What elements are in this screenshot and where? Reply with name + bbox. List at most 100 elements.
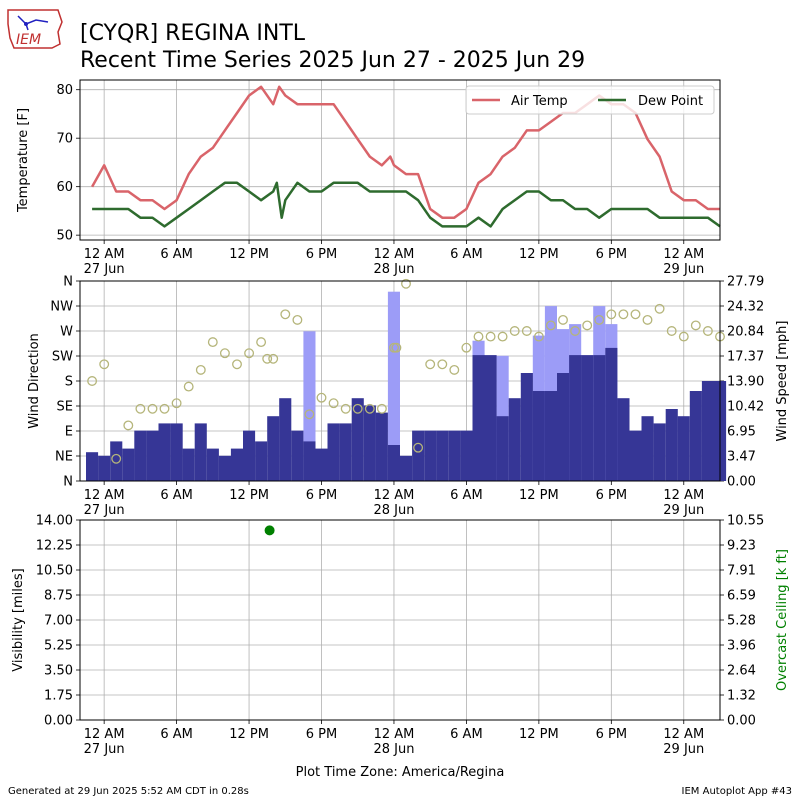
- dir-tick-label-7: NW: [50, 300, 73, 315]
- x-tick-label-3: 6 PM: [306, 488, 337, 503]
- speed-tick-label-2: 6.95: [727, 425, 756, 440]
- ceiling-tick-label-1: 1.32: [727, 689, 756, 704]
- x-tick-label-0: 12 AM: [84, 727, 125, 742]
- wind-speed-bar: [400, 455, 413, 481]
- wind-direction-point: [256, 337, 267, 348]
- wind-speed-bar: [532, 391, 545, 481]
- wind-speed-bar: [363, 405, 376, 481]
- wind-direction-point: [485, 331, 496, 342]
- speed-tick-label-1: 3.47: [727, 450, 756, 465]
- x-tick-label-3: 6 PM: [306, 727, 337, 742]
- speed-tick-label-6: 20.84: [727, 325, 764, 340]
- wind-direction-point: [219, 348, 230, 359]
- dir-tick-label-6: W: [60, 325, 73, 340]
- chart-title: [CYQR] REGINA INTL: [80, 21, 306, 46]
- wind-direction-point: [87, 376, 98, 386]
- wind-speed-bar: [182, 448, 195, 481]
- wind-direction-point: [618, 309, 629, 320]
- wind-speed-bar: [436, 430, 449, 481]
- wind-speed-bar: [508, 398, 521, 481]
- wind-direction-point: [171, 398, 182, 409]
- x-tick-label-1: 6 AM: [160, 727, 193, 742]
- wind-speed-bar: [375, 412, 388, 481]
- wind-speed-bar: [122, 448, 135, 481]
- wind-direction-point: [183, 381, 194, 392]
- wind-direction-point: [111, 453, 122, 464]
- wind-speed-bar: [653, 423, 666, 481]
- wind-speed-bar: [339, 423, 352, 481]
- wind-direction-point: [401, 278, 411, 289]
- wind-speed-bar: [158, 423, 171, 481]
- y-axis-label-left: Wind Direction: [27, 333, 42, 429]
- speed-tick-label-5: 17.37: [727, 350, 764, 365]
- wind-speed-bar: [677, 416, 690, 481]
- vis-tick-label-6: 10.50: [36, 564, 73, 579]
- x-tick-date-4: 28 Jun: [373, 262, 414, 277]
- x-tick-label-5: 6 AM: [450, 247, 483, 262]
- speed-tick-label-4: 13.90: [727, 375, 764, 390]
- station-dot-icon: [24, 22, 28, 26]
- wind-speed-bar: [581, 355, 594, 481]
- x-tick-label-6: 12 PM: [519, 727, 559, 742]
- wind-direction-point: [449, 364, 460, 375]
- wind-direction-point: [473, 331, 484, 342]
- wind-speed-bar: [230, 448, 243, 481]
- wind-speed-bar: [146, 430, 159, 481]
- x-tick-label-6: 12 PM: [519, 247, 559, 262]
- wind-direction-point: [316, 392, 327, 403]
- wind-direction-point: [352, 403, 363, 414]
- vis-tick-label-1: 1.75: [44, 689, 73, 704]
- wind-speed-bar: [605, 347, 618, 481]
- y-tick-label-0: 50: [56, 229, 73, 244]
- wind-direction-point: [630, 309, 641, 320]
- wind-direction-point: [147, 403, 158, 414]
- ceiling-tick-label-5: 6.59: [727, 589, 756, 604]
- dir-tick-label-1: NE: [55, 450, 73, 465]
- wind-speed-bar: [255, 441, 268, 481]
- x-tick-label-2: 12 PM: [229, 247, 269, 262]
- x-tick-label-8: 12 AM: [663, 247, 704, 262]
- ceiling-tick-label-4: 5.28: [727, 614, 756, 629]
- ceiling-tick-label-3: 3.96: [727, 639, 756, 654]
- speed-tick-label-8: 27.79: [727, 275, 764, 290]
- wind-speed-bar: [460, 430, 473, 481]
- legend: Air Temp Dew Point: [465, 85, 715, 115]
- wind-speed-bar: [484, 355, 497, 481]
- x-tick-date-4: 28 Jun: [373, 742, 414, 757]
- wind-panel: N NE E SE S SW W NW N 0.00 3.47 6.95 10.42 13.90 17.37…: [27, 275, 790, 519]
- wind-direction-point: [280, 309, 291, 320]
- x-tick-label-7: 6 PM: [596, 488, 627, 503]
- wind-direction-point: [135, 403, 146, 414]
- dir-tick-label-2: E: [65, 425, 73, 440]
- x-tick-date-0: 27 Jun: [84, 262, 125, 277]
- wind-speed-bar: [412, 430, 425, 481]
- wind-direction-point: [606, 309, 617, 320]
- wind-direction-point: [292, 314, 303, 325]
- speed-tick-label-0: 0.00: [727, 475, 756, 490]
- dir-tick-label-5: SW: [52, 350, 73, 365]
- x-tick-label-1: 6 AM: [160, 247, 193, 262]
- wind-speed-bar: [98, 455, 111, 481]
- legend-label-air-temp: Air Temp: [511, 94, 568, 109]
- wind-speed-bar: [327, 423, 340, 481]
- wind-speed-bar: [496, 416, 509, 481]
- wind-direction-point: [268, 353, 279, 364]
- dir-tick-label-4: S: [65, 375, 73, 390]
- wind-speed-bar: [110, 441, 123, 481]
- x-tick-label-0: 12 AM: [84, 488, 125, 503]
- wind-direction-point: [461, 342, 472, 353]
- vis-tick-label-3: 5.25: [44, 639, 73, 654]
- wind-speed-bar: [243, 430, 256, 481]
- wind-direction-point: [207, 337, 218, 348]
- wind-speed-bar: [291, 430, 304, 481]
- y-axis-label-right: Overcast Ceiling [k ft]: [775, 549, 790, 691]
- vis-tick-label-7: 12.25: [36, 539, 73, 554]
- x-tick-date-4: 28 Jun: [373, 503, 414, 518]
- x-tick-date-0: 27 Jun: [84, 742, 125, 757]
- wind-direction-point: [702, 326, 713, 336]
- wind-direction-point: [328, 398, 339, 409]
- x-tick-date-8: 29 Jun: [663, 742, 704, 757]
- y-axis-label-right: Wind Speed [mph]: [775, 321, 790, 442]
